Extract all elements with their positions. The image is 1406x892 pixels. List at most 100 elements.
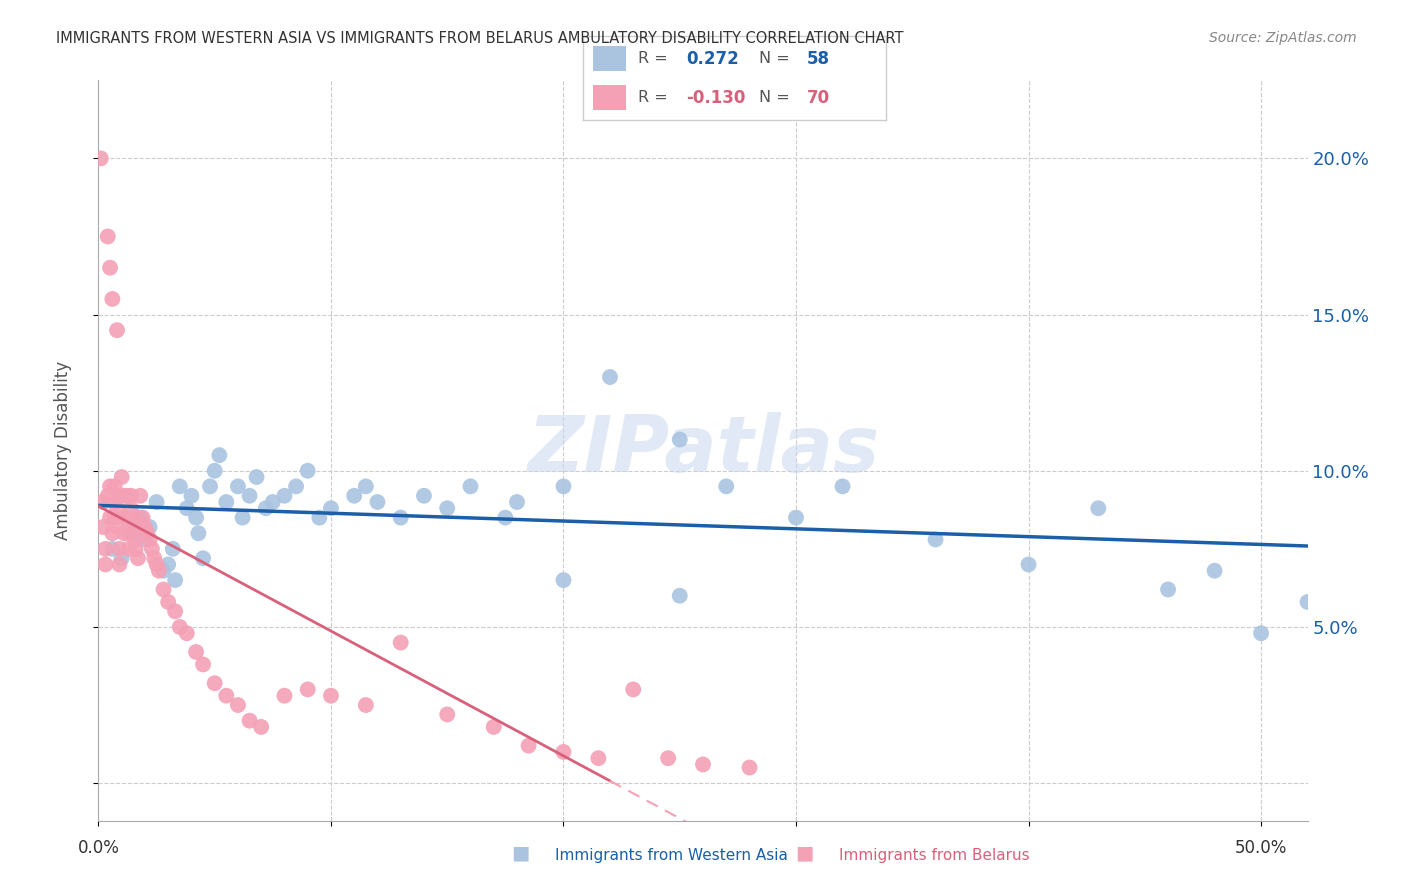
Point: [215, 689, 238, 703]
Text: 70: 70: [807, 88, 831, 106]
Point: [129, 489, 152, 503]
Point: [169, 620, 191, 634]
Point: [254, 501, 277, 516]
Point: [506, 495, 529, 509]
Point: [111, 489, 134, 503]
Point: [136, 526, 159, 541]
Point: [184, 645, 207, 659]
Point: [124, 533, 146, 547]
Point: [553, 573, 575, 587]
Point: [599, 370, 621, 384]
Point: [413, 489, 436, 503]
Point: [91, 520, 114, 534]
Text: 58: 58: [807, 50, 830, 68]
Point: [692, 757, 714, 772]
Point: [308, 510, 330, 524]
Point: [657, 751, 679, 765]
Point: [122, 526, 145, 541]
Text: N =: N =: [759, 90, 794, 105]
Text: 50.0%: 50.0%: [1234, 839, 1288, 857]
Point: [1157, 582, 1180, 597]
Point: [105, 323, 128, 337]
Text: ■: ■: [794, 844, 814, 863]
Point: [176, 501, 198, 516]
Text: IMMIGRANTS FROM WESTERN ASIA VS IMMIGRANTS FROM BELARUS AMBULATORY DISABILITY CO: IMMIGRANTS FROM WESTERN ASIA VS IMMIGRAN…: [56, 31, 904, 46]
Point: [297, 464, 319, 478]
Point: [553, 745, 575, 759]
Point: [94, 558, 117, 572]
Point: [738, 760, 761, 774]
Point: [389, 635, 412, 649]
Point: [226, 479, 249, 493]
Point: [1296, 595, 1319, 609]
Point: [366, 495, 388, 509]
Point: [1250, 626, 1272, 640]
Point: [169, 479, 191, 493]
Text: 0.0%: 0.0%: [77, 839, 120, 857]
Text: 0.272: 0.272: [686, 50, 740, 68]
Point: [111, 551, 134, 566]
Text: Immigrants from Western Asia: Immigrants from Western Asia: [555, 847, 789, 863]
Point: [104, 495, 127, 509]
Point: [262, 495, 284, 509]
Point: [343, 489, 366, 503]
Point: [138, 520, 160, 534]
Point: [204, 676, 226, 690]
Point: [668, 433, 690, 447]
Point: [436, 501, 458, 516]
Point: [104, 510, 127, 524]
Point: [460, 479, 482, 493]
Point: [389, 510, 412, 524]
Point: [105, 520, 128, 534]
Text: Immigrants from Belarus: Immigrants from Belarus: [839, 847, 1031, 863]
Point: [157, 558, 180, 572]
Point: [129, 510, 152, 524]
Point: [120, 489, 142, 503]
Point: [105, 501, 128, 516]
Text: ZIPatlas: ZIPatlas: [527, 412, 879, 489]
Point: [239, 714, 262, 728]
Point: [785, 510, 807, 524]
Point: [108, 558, 131, 572]
Point: [152, 564, 174, 578]
Point: [97, 229, 120, 244]
Point: [118, 541, 141, 556]
Text: Source: ZipAtlas.com: Source: ZipAtlas.com: [1209, 31, 1357, 45]
Point: [98, 260, 121, 275]
Text: -0.130: -0.130: [686, 88, 745, 106]
Point: [148, 564, 170, 578]
Point: [98, 479, 121, 493]
Point: [319, 689, 342, 703]
Point: [831, 479, 853, 493]
Point: [145, 495, 167, 509]
Point: [120, 501, 142, 516]
Point: [226, 698, 249, 712]
Point: [165, 604, 187, 618]
Point: [482, 720, 505, 734]
Point: [97, 489, 120, 503]
Point: [134, 533, 156, 547]
Point: [145, 558, 167, 572]
Point: [134, 520, 156, 534]
Point: [157, 595, 180, 609]
Point: [115, 510, 138, 524]
Point: [187, 526, 209, 541]
Point: [716, 479, 738, 493]
Point: [108, 541, 131, 556]
Point: [143, 551, 166, 566]
Point: [621, 682, 644, 697]
Point: [101, 541, 124, 556]
Point: [319, 501, 342, 516]
Point: [245, 470, 267, 484]
Point: [1087, 501, 1109, 516]
Point: [924, 533, 946, 547]
Point: [124, 541, 146, 556]
Point: [122, 510, 145, 524]
Point: [668, 589, 690, 603]
Point: [273, 489, 295, 503]
Point: [180, 489, 202, 503]
Point: [138, 533, 160, 547]
Point: [91, 495, 114, 509]
Point: [1018, 558, 1040, 572]
Point: [215, 495, 238, 509]
